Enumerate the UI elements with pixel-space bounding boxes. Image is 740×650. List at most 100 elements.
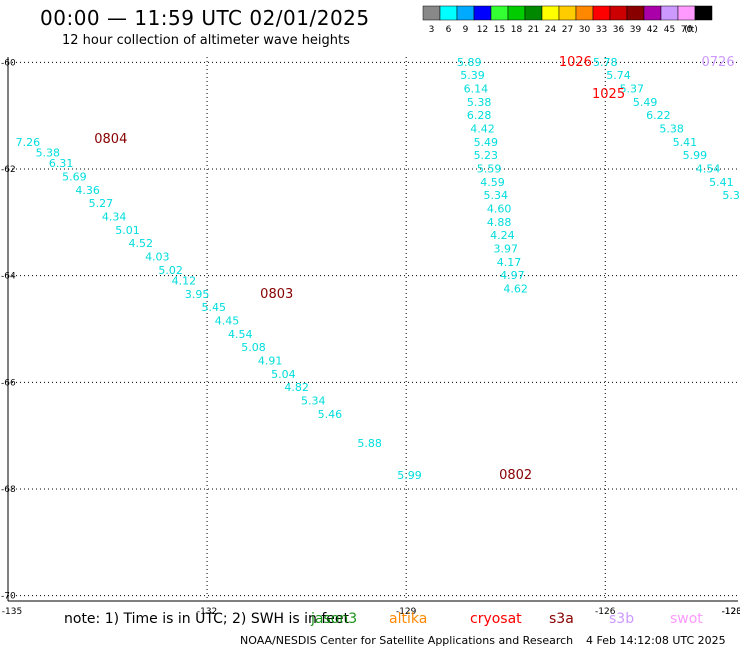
swh-value-label: 4.97: [500, 269, 525, 282]
satellite-s3a: s3a: [549, 611, 574, 627]
swh-value-label: 7.26: [16, 136, 41, 149]
credit-line: NOAA/NESDIS Center for Satellite Applica…: [240, 634, 574, 647]
pass-time-label: 0802: [499, 468, 532, 483]
colorbar-tick-label: 45: [664, 25, 675, 35]
swh-value-label: 5.08: [241, 341, 266, 354]
swh-value-label: 5.99: [683, 149, 708, 162]
x-tick-label: -120: [722, 607, 740, 617]
swh-value-label: 4.52: [128, 237, 153, 250]
x-tick-label: -129: [396, 607, 417, 617]
satellite-swot: swot: [670, 611, 703, 627]
swh-value-label: 4.36: [75, 184, 100, 197]
swh-value-label: 5.39: [460, 69, 485, 82]
swh-value-label: 5.02: [158, 264, 183, 277]
colorbar-tick-label: 30: [579, 25, 591, 35]
colorbar-tick-label: 70: [681, 25, 693, 35]
swh-value-label: 5.33: [722, 189, 740, 202]
satellite-jason3: jason3: [311, 611, 358, 627]
pass-time-label: 1026: [559, 55, 592, 70]
swh-value-label: 5.04: [271, 368, 296, 381]
y-tick-label: -66: [1, 378, 16, 388]
colorbar-tick-label: 36: [613, 25, 625, 35]
colorbar-tick-label: 24: [545, 25, 557, 35]
x-tick-label: -132: [197, 607, 217, 617]
swh-value-label: 5.01: [115, 224, 140, 237]
swh-value-label: 3.95: [185, 288, 210, 301]
swh-value-label: 4.59: [480, 176, 505, 189]
swh-value-label: 4.34: [102, 211, 127, 224]
swh-value-label: 5.89: [457, 56, 482, 69]
y-tick-label: -64: [1, 272, 16, 282]
swh-value-label: 5.27: [89, 197, 114, 210]
pass-time-label: 0803: [260, 287, 293, 302]
swh-value-label: 5.45: [201, 301, 226, 314]
swh-value-label: 4.42: [470, 123, 495, 136]
colorbar-tick-label: 9: [463, 25, 469, 35]
satellite-altika: altika: [389, 611, 428, 627]
swh-value-label: 5.49: [633, 96, 658, 109]
colorbar-legend: 3 6 9 12 15 18 21 24 27 30 33 36 39 42 45 70(ft): [422, 5, 713, 35]
colorbar-tick-label: 42: [647, 25, 658, 35]
swh-value-label: 5.23: [474, 149, 499, 162]
swh-value-label: 4.60: [487, 203, 512, 216]
swh-value-label: 4.91: [258, 355, 283, 368]
swh-value-label: 5.88: [357, 437, 382, 450]
y-tick-label: -62: [1, 165, 16, 175]
colorbar-tick-label: 3: [429, 25, 435, 35]
swh-value-label: 5.34: [301, 395, 326, 408]
colorbar-tick-label: 39: [630, 25, 642, 35]
chart-subtitle: 12 hour collection of altimeter wave hei…: [62, 33, 350, 48]
colorbar-tick-label: 33: [596, 25, 607, 35]
swh-value-label: 5.38: [467, 96, 492, 109]
colorbar-tick-label: 27: [562, 25, 573, 35]
colorbar-tick-label: 15: [494, 25, 505, 35]
swh-value-label: 4.62: [503, 283, 528, 296]
chart-title: 00:00 — 11:59 UTC 02/01/2025: [40, 6, 370, 30]
y-tick-label: -68: [1, 485, 16, 495]
x-tick-label: -123: [722, 607, 740, 617]
swh-value-label: 4.24: [490, 229, 515, 242]
x-tick-label: -126: [595, 607, 616, 617]
swh-value-label: 4.54: [228, 328, 253, 341]
colorbar-swatch: [694, 5, 713, 21]
generated-timestamp: 4 Feb 14:12:08 UTC 2025: [586, 634, 726, 647]
swh-value-label: 3.97: [493, 243, 518, 256]
pass-time-label: 1025: [592, 87, 625, 102]
footer-note-row: note: 1) Time is in UTC; 2) SWH is in fe…: [0, 611, 740, 633]
x-tick-label: -135: [2, 607, 22, 617]
swh-value-label: 5.49: [474, 136, 499, 149]
swh-value-label: 4.17: [497, 256, 522, 269]
swh-value-label: 5.41: [709, 176, 734, 189]
swh-value-label: 5.99: [397, 469, 422, 482]
swh-value-label: 4.88: [487, 216, 512, 229]
y-tick-label: -70: [1, 592, 16, 602]
swh-value-label: 6.22: [646, 109, 671, 122]
swh-value-label: 4.82: [284, 381, 309, 394]
swh-value-label: 5.41: [673, 136, 698, 149]
y-tick-label: -60: [1, 58, 16, 68]
colorbar-tick-label: 21: [528, 25, 539, 35]
pass-time-label: 0804: [94, 132, 127, 147]
swh-value-label: 4.03: [145, 251, 170, 264]
colorbar-tick-label: 6: [446, 25, 452, 35]
swh-value-label: 5.34: [484, 189, 509, 202]
swh-value-label: 5.37: [620, 83, 645, 96]
units-note: note: 1) Time is in UTC; 2) SWH is in fe…: [64, 611, 350, 627]
swh-value-label: 6.28: [467, 109, 492, 122]
swh-value-label: 6.14: [464, 83, 489, 96]
swh-value-label: 5.38: [36, 147, 61, 160]
colorbar-tick-label: 18: [511, 25, 523, 35]
swh-value-label: 5.74: [606, 69, 631, 82]
swh-value-label: 5.59: [477, 163, 502, 176]
satellite-cryosat: cryosat: [470, 611, 522, 627]
colorbar-tick-label: 12: [477, 25, 488, 35]
pass-time-label: 0726: [702, 55, 735, 70]
swh-value-label: 4.54: [696, 163, 721, 176]
swh-value-label: 5.46: [318, 408, 343, 421]
colorbar-unit-label: (ft): [684, 25, 698, 35]
swh-value-label: 5.69: [62, 171, 87, 184]
swh-value-label: 6.31: [49, 157, 74, 170]
swh-value-label: 4.45: [215, 315, 240, 328]
swh-value-label: 5.38: [659, 123, 684, 136]
swh-value-label: 4.12: [172, 275, 197, 288]
